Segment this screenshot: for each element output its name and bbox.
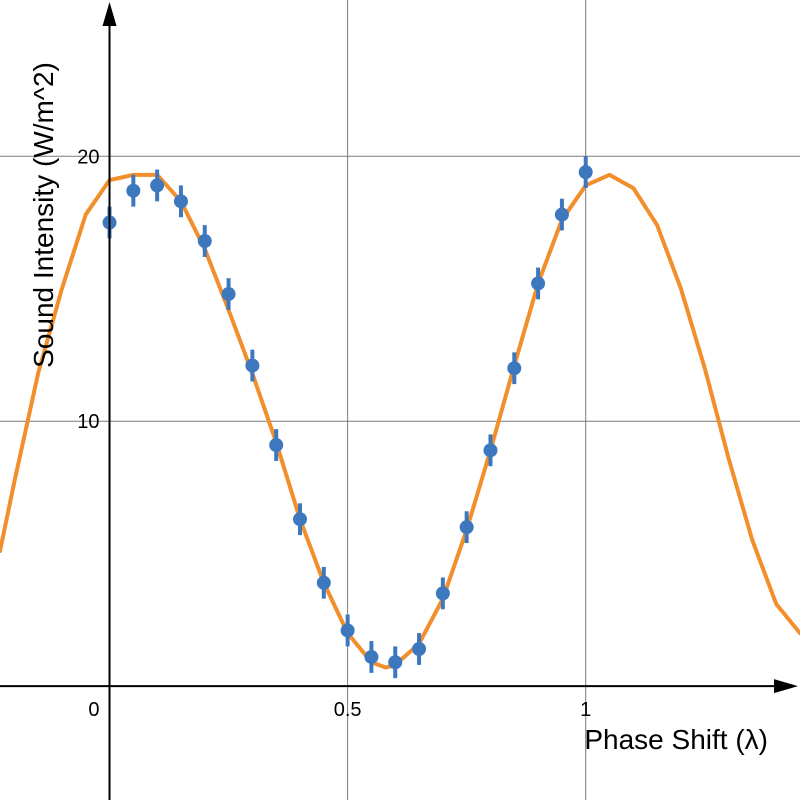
data-point — [173, 194, 188, 209]
x-axis-title: Phase Shift (λ) — [584, 724, 768, 755]
data-point — [150, 178, 165, 193]
data-point — [126, 183, 141, 198]
data-point — [269, 438, 284, 453]
data-point — [316, 575, 331, 590]
x-tick-label: 0 — [88, 699, 99, 721]
y-tick-label: 10 — [77, 411, 99, 433]
data-point — [364, 649, 379, 664]
tick-labels: 0 0.5 1 10 20 — [77, 146, 591, 721]
data-point — [483, 443, 498, 458]
x-tick-label: 1 — [580, 699, 591, 721]
y-tick-label: 20 — [77, 146, 99, 168]
x-tick-label: 0.5 — [334, 699, 362, 721]
data-point — [221, 287, 236, 302]
data-point — [459, 520, 474, 535]
data-point — [293, 512, 307, 527]
data-point — [507, 361, 522, 376]
y-axis-title: Sound Intensity (W/m^2) — [28, 62, 59, 368]
data-point — [197, 234, 212, 249]
y-axis-arrow — [102, 2, 117, 26]
data-point — [340, 623, 355, 638]
x-axis-arrow — [774, 679, 798, 694]
data-point — [554, 207, 569, 222]
data-point — [435, 586, 450, 601]
data-point — [388, 655, 403, 670]
data-point — [531, 276, 546, 291]
data-point — [578, 165, 593, 180]
data-point — [412, 642, 427, 657]
data-point — [245, 358, 260, 373]
